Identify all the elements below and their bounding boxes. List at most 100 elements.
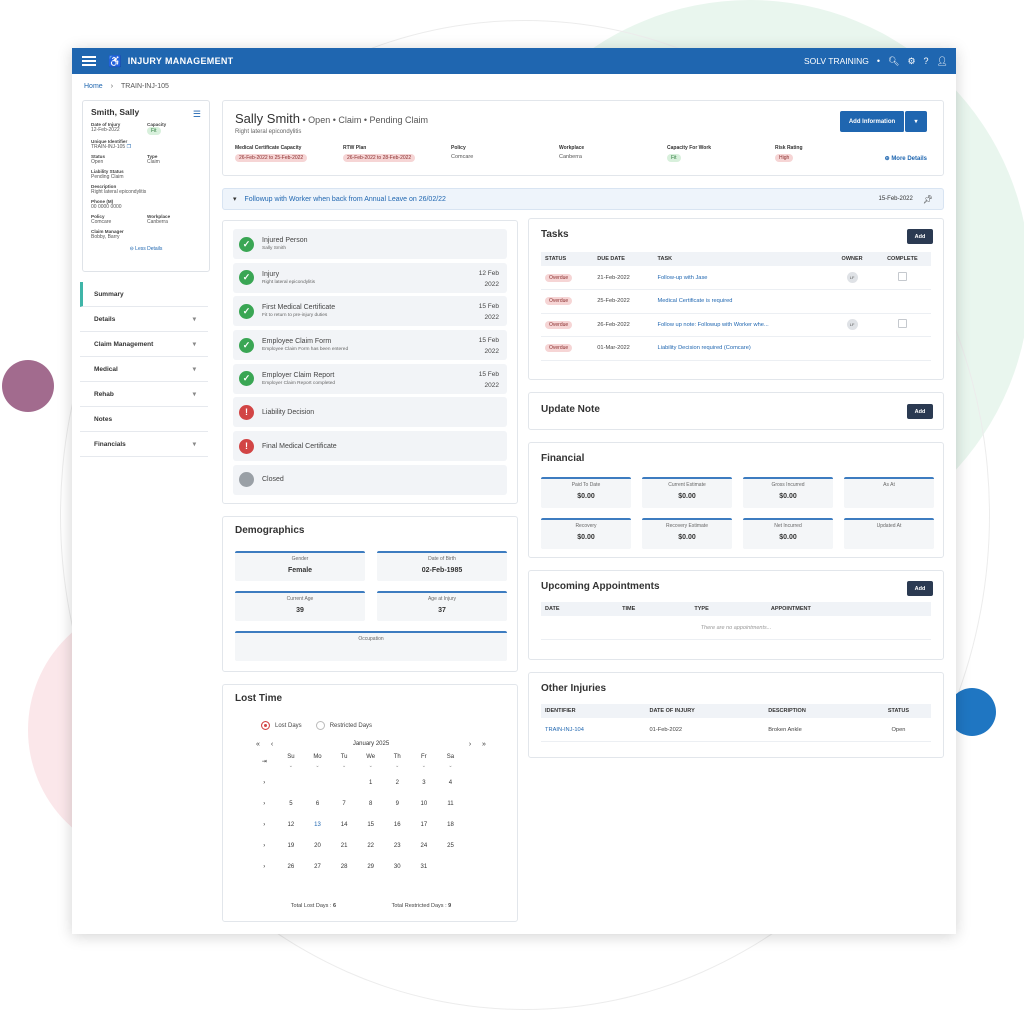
sidebar-item-financials[interactable]: Financials ▾: [80, 432, 208, 457]
field-value: Comcare: [451, 154, 559, 160]
next-month-icon[interactable]: ›: [468, 740, 472, 748]
progress-step[interactable]: ✓ Employer Claim Report Employer Claim Rep…: [233, 363, 507, 394]
weekday-header[interactable]: Mo ⌄: [313, 753, 322, 769]
sidebar-item-medical[interactable]: Medical ▾: [80, 357, 208, 382]
copy-icon[interactable]: ❐: [126, 144, 132, 150]
table-row[interactable]: TRAIN-INJ-104 01-Feb-2022 Broken Ankle Open: [541, 718, 931, 742]
calendar-day[interactable]: 7: [342, 800, 346, 807]
progress-step[interactable]: Closed: [233, 464, 507, 495]
gear-icon[interactable]: ⚙: [907, 55, 916, 66]
table-row[interactable]: Overdue 25-Feb-2022 Medical Certificate is…: [541, 289, 931, 314]
table-row[interactable]: Overdue 26-Feb-2022 Follow up note: Follow…: [541, 313, 931, 337]
calendar-day[interactable]: 4: [448, 779, 453, 786]
calendar-day[interactable]: 6: [315, 800, 320, 807]
dob-label: Date of Birth: [428, 556, 456, 562]
prev-month-icon[interactable]: ‹: [270, 740, 274, 748]
calendar-day[interactable]: 20: [314, 842, 321, 849]
weekday-header[interactable]: Th ⌄: [393, 753, 401, 769]
weekday-header[interactable]: Tu ⌄: [340, 753, 348, 769]
calendar-day[interactable]: 14: [340, 821, 348, 828]
followup-banner[interactable]: ▾ Followup with Worker when back from An…: [222, 188, 944, 210]
calendar-day[interactable]: 21: [340, 842, 348, 849]
weekday-header[interactable]: Fr ⌄: [421, 753, 427, 769]
calendar-day[interactable]: 11: [447, 800, 454, 807]
less-details-link[interactable]: ⊖ Less Details: [129, 246, 163, 252]
calendar-day[interactable]: 22: [367, 842, 375, 849]
calendar-day[interactable]: 16: [393, 821, 401, 828]
expand-week-icon[interactable]: ›: [263, 842, 266, 849]
calendar-day[interactable]: 3: [422, 779, 426, 786]
sidebar-item-claim-management[interactable]: Claim Management ▾: [80, 332, 208, 357]
calendar-day[interactable]: 29: [367, 863, 375, 870]
expand-week-icon[interactable]: ›: [263, 800, 266, 807]
add-information-button[interactable]: Add Information: [840, 111, 905, 132]
user-icon[interactable]: 👤︎: [936, 55, 948, 66]
task-link[interactable]: Liability Decision required (Comcare): [657, 345, 751, 352]
week-toggle-icon[interactable]: ⇥: [261, 759, 267, 765]
sidebar-item-details[interactable]: Details ▾: [80, 307, 208, 332]
complete-checkbox[interactable]: [897, 272, 907, 281]
calendar-day[interactable]: 2: [395, 779, 399, 786]
calendar-day[interactable]: 1: [369, 779, 373, 786]
progress-step[interactable]: ! Liability Decision: [233, 397, 507, 428]
progress-step[interactable]: ✓ Injury Right lateral epicondylitis 12 Feb…: [233, 262, 507, 293]
calendar-week: › 1 2 3 4: [251, 772, 491, 793]
restricted-days-radio[interactable]: Restricted Days: [315, 721, 372, 730]
expand-week-icon[interactable]: ›: [263, 863, 266, 870]
table-row[interactable]: Overdue 01-Mar-2022 Liability Decision req…: [541, 336, 931, 361]
calendar-day[interactable]: 24: [420, 842, 428, 849]
calendar-day[interactable]: 13: [314, 821, 321, 828]
add-task-button[interactable]: Add: [907, 229, 933, 244]
complete-checkbox[interactable]: [897, 319, 907, 329]
step-date: 15 Feb 2022: [478, 303, 499, 322]
chevron-down-icon[interactable]: ▾: [905, 111, 927, 132]
lost-days-radio[interactable]: Lost Days: [261, 721, 302, 730]
add-appointment-button[interactable]: Add: [907, 581, 933, 596]
calendar-day[interactable]: 26: [287, 863, 295, 870]
calendar-day[interactable]: 28: [340, 863, 348, 870]
menu-icon[interactable]: ☰: [192, 109, 201, 119]
table-row[interactable]: Overdue 21-Feb-2022 Follow-up with Jase LF: [541, 266, 931, 290]
calendar-day[interactable]: 9: [395, 800, 399, 807]
hamburger-menu-icon[interactable]: [82, 56, 96, 66]
calendar-day[interactable]: 18: [447, 821, 454, 828]
next-year-icon[interactable]: »: [482, 740, 486, 748]
expand-week-icon[interactable]: ›: [263, 821, 266, 828]
search-icon[interactable]: 🔍︎: [888, 55, 900, 66]
task-link[interactable]: Follow-up with Jase: [657, 274, 708, 281]
calendar-day[interactable]: 19: [287, 842, 295, 849]
calendar-day[interactable]: 25: [447, 842, 454, 849]
weekday-header[interactable]: Sa ⌄: [446, 753, 455, 769]
progress-step[interactable]: ✓ Injured Person Sally Smith: [233, 229, 507, 259]
weekday-header[interactable]: We ⌄: [366, 753, 376, 769]
prev-year-icon[interactable]: «: [256, 740, 260, 748]
calendar-day[interactable]: 31: [420, 863, 428, 870]
add-note-button[interactable]: Add: [907, 404, 933, 419]
calendar-day[interactable]: 5: [289, 800, 293, 807]
progress-step[interactable]: ✓ Employee Claim Form Employee Claim Form …: [233, 330, 507, 361]
task-link[interactable]: Follow up note: Followup with Worker whe…: [657, 321, 769, 328]
help-icon[interactable]: ?: [923, 56, 929, 66]
weekday-header[interactable]: Su ⌄: [287, 753, 295, 769]
sidebar-item-notes[interactable]: Notes: [80, 407, 208, 432]
progress-step[interactable]: ! Final Medical Certificate: [233, 431, 507, 462]
task-link[interactable]: Medical Certificate is required: [657, 298, 733, 305]
calendar-day[interactable]: 10: [420, 800, 428, 807]
calendar-day[interactable]: 27: [314, 863, 321, 870]
sidebar-item-rehab[interactable]: Rehab ▾: [80, 382, 208, 407]
progress-step[interactable]: ✓ First Medical Certificate Fit to return …: [233, 296, 507, 327]
calendar-day[interactable]: 17: [420, 821, 428, 828]
column-header: TIME: [618, 602, 691, 616]
breadcrumb-home[interactable]: Home: [84, 83, 103, 90]
calendar-day[interactable]: 30: [393, 863, 401, 870]
pin-icon[interactable]: 📌︎: [922, 194, 933, 204]
calendar-day[interactable]: 15: [367, 821, 375, 828]
more-details-link[interactable]: ⊕ More Details: [884, 156, 927, 162]
org-selector[interactable]: SOLV TRAINING: [804, 56, 869, 66]
expand-week-icon[interactable]: ›: [263, 779, 266, 786]
calendar-day[interactable]: 8: [369, 800, 373, 807]
injury-link[interactable]: TRAIN-INJ-104: [545, 726, 584, 733]
calendar-day[interactable]: 12: [287, 821, 295, 828]
calendar-day[interactable]: 23: [393, 842, 401, 849]
sidebar-item-summary[interactable]: Summary: [80, 282, 208, 307]
